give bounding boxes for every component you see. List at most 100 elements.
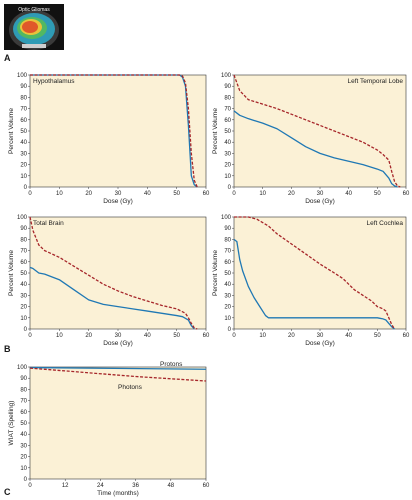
y-tick-label: 100 (17, 365, 28, 371)
series-line-photons (234, 216, 396, 330)
chart-title: Hypothalamus (33, 78, 75, 85)
series-label: Protons (160, 361, 183, 368)
x-tick-label: 48 (167, 483, 174, 489)
x-tick-label: 60 (203, 191, 210, 197)
plot-area (233, 216, 407, 330)
x-tick-label: 0 (28, 191, 32, 197)
y-tick-label: 30 (20, 293, 27, 299)
y-axis-label: Percent Volume (8, 250, 15, 296)
x-tick-label: 40 (345, 333, 352, 339)
x-tick-label: 20 (85, 333, 92, 339)
y-tick-label: 50 (224, 129, 231, 135)
chart-title: Left Cochlea (367, 220, 404, 227)
x-axis-label: Dose (Gy) (305, 198, 335, 205)
x-tick-label: 10 (259, 333, 266, 339)
y-tick-label: 80 (20, 387, 27, 393)
chart-3: 0 10 20 30 40 50 60 70 80 90 100 0 10 20 30 40 50 60 Dose … (8, 215, 210, 347)
y-axis-label: Percent Volume (8, 108, 15, 154)
series-line-photons (30, 74, 198, 188)
x-tick-label: 0 (232, 191, 236, 197)
y-tick-label: 10 (20, 316, 27, 322)
x-tick-label: 40 (144, 333, 151, 339)
head-rest (22, 44, 46, 48)
series-line-photons (233, 74, 401, 188)
x-axis-label: Dose (Gy) (103, 340, 133, 347)
y-tick-label: 10 (224, 316, 231, 322)
y-tick-label: 90 (20, 226, 27, 232)
x-tick-label: 36 (132, 483, 139, 489)
plot-area (233, 74, 407, 188)
y-tick-label: 70 (224, 249, 231, 255)
x-tick-label: 10 (56, 333, 63, 339)
y-tick-label: 100 (221, 73, 232, 79)
panel-a-image: Optic Gliomas (4, 4, 64, 50)
x-tick-label: 40 (345, 191, 352, 197)
series-line-photons (29, 216, 198, 330)
series-line-protons (233, 238, 395, 330)
ct-title: Optic Gliomas (18, 7, 50, 13)
y-tick-label: 60 (224, 118, 231, 124)
x-tick-label: 10 (259, 191, 266, 197)
y-tick-label: 40 (224, 140, 231, 146)
chart-title: Left Temporal Lobe (347, 78, 403, 85)
y-axis-label: WIAT (Spelling) (8, 401, 15, 446)
x-axis-label: Dose (Gy) (103, 198, 133, 205)
x-tick-label: 30 (115, 191, 122, 197)
y-tick-label: 50 (20, 271, 27, 277)
series-line-photons (29, 367, 207, 382)
chart-2: 0 10 20 30 40 50 60 70 80 90 100 0 10 20 30 40 50 60 Dose … (212, 73, 410, 205)
y-tick-label: 90 (224, 84, 231, 90)
panel-letter-a: A (4, 53, 11, 63)
y-tick-label: 50 (20, 129, 27, 135)
x-tick-label: 20 (288, 191, 295, 197)
y-tick-label: 100 (17, 73, 28, 79)
y-tick-label: 30 (20, 443, 27, 449)
dose-region-core (22, 21, 38, 33)
y-tick-label: 70 (20, 249, 27, 255)
x-tick-label: 30 (115, 333, 122, 339)
y-tick-label: 40 (20, 432, 27, 438)
y-tick-label: 80 (224, 95, 231, 101)
x-tick-label: 50 (173, 333, 180, 339)
x-tick-label: 0 (28, 333, 32, 339)
y-tick-label: 10 (20, 466, 27, 472)
y-axis-label: Percent Volume (212, 250, 219, 296)
x-tick-label: 10 (56, 191, 63, 197)
y-tick-label: 0 (24, 477, 28, 483)
x-tick-label: 20 (85, 191, 92, 197)
series-line-protons (29, 366, 207, 370)
y-tick-label: 0 (24, 327, 28, 333)
y-tick-label: 80 (20, 95, 27, 101)
y-tick-label: 80 (224, 237, 231, 243)
y-tick-label: 70 (20, 107, 27, 113)
x-tick-label: 0 (232, 333, 236, 339)
chart-1: 0 10 20 30 40 50 60 70 80 90 100 0 10 20 30 40 50 60 Dose … (8, 73, 210, 205)
y-tick-label: 40 (20, 282, 27, 288)
y-tick-label: 60 (20, 118, 27, 124)
plot-area (29, 216, 207, 330)
y-tick-label: 60 (20, 410, 27, 416)
y-tick-label: 20 (224, 305, 231, 311)
y-tick-label: 20 (224, 163, 231, 169)
x-tick-label: 60 (403, 191, 410, 197)
x-tick-label: 50 (374, 191, 381, 197)
y-tick-label: 20 (20, 163, 27, 169)
x-tick-label: 20 (288, 333, 295, 339)
y-tick-label: 90 (224, 226, 231, 232)
y-tick-label: 50 (224, 271, 231, 277)
x-tick-label: 0 (28, 483, 32, 489)
y-axis-label: Percent Volume (212, 108, 219, 154)
x-tick-label: 60 (203, 483, 210, 489)
x-axis-label: Time (months) (97, 490, 139, 497)
y-tick-label: 90 (20, 84, 27, 90)
x-tick-label: 50 (173, 191, 180, 197)
series-label: Photons (118, 384, 143, 391)
y-tick-label: 90 (20, 376, 27, 382)
plot-area (29, 366, 207, 480)
y-tick-label: 30 (20, 151, 27, 157)
y-tick-label: 40 (20, 140, 27, 146)
x-tick-label: 24 (97, 483, 104, 489)
y-tick-label: 70 (20, 399, 27, 405)
series-line-protons (29, 266, 195, 330)
